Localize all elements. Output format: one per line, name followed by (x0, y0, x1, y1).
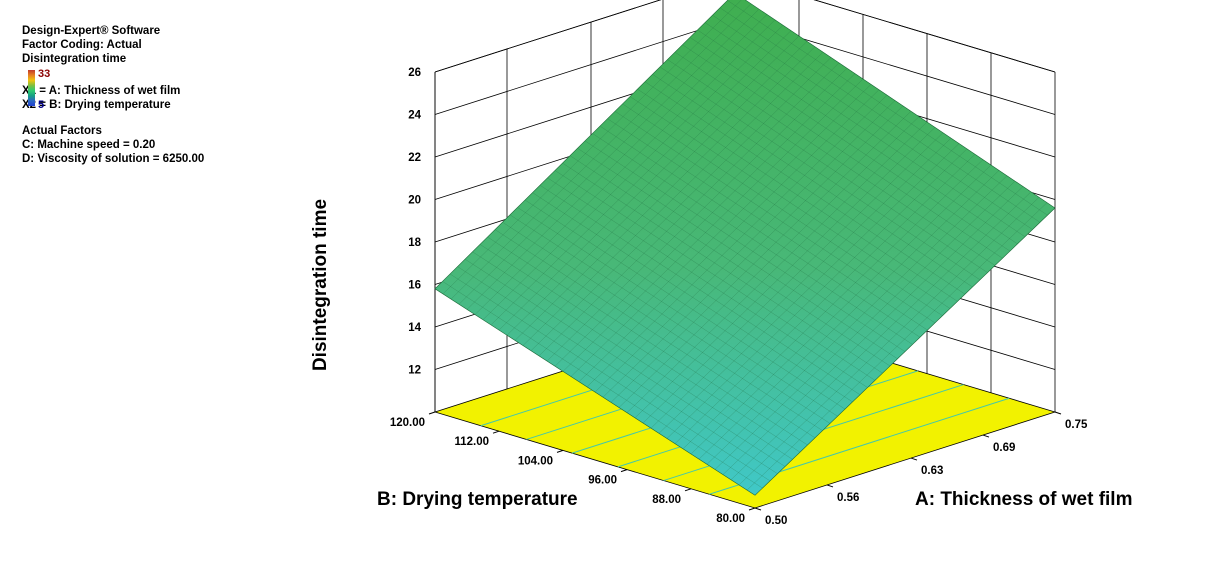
x-tick-mark (1054, 411, 1062, 415)
x-tick-label: 0.69 (993, 442, 1015, 454)
surface-mesh-line (712, 15, 1033, 230)
surface-mesh-line (434, 0, 729, 289)
surface-mesh-line (704, 22, 1026, 237)
z-tick-label: 24 (408, 110, 421, 122)
surface-mesh-line (599, 125, 921, 338)
surface-mesh-line (719, 7, 1041, 223)
surface-mesh-line (644, 81, 966, 295)
z-tick-label: 20 (408, 195, 421, 207)
surface-mesh-line (562, 78, 864, 372)
y-tick-mark (492, 430, 500, 434)
surface-mesh-line (578, 89, 880, 382)
surface-mesh-line (466, 14, 768, 310)
surface-mesh-line (697, 29, 1018, 245)
y-tick-mark (556, 449, 564, 453)
surface-mesh-line (530, 57, 832, 351)
surface-mesh-line (482, 25, 784, 320)
factor-d: D: Viscosity of solution = 6250.00 (22, 153, 205, 165)
response-name: Disintegration time (22, 53, 127, 65)
y-tick-label: 80.00 (716, 513, 745, 525)
z-tick-label: 22 (408, 152, 421, 164)
surface-mesh-line (592, 133, 913, 345)
surface-mesh-line (554, 73, 856, 367)
y-tick-label: 112.00 (454, 436, 489, 448)
y-tick-mark (684, 488, 692, 492)
y-tick-label: 120.00 (390, 417, 425, 429)
y-tick-label: 96.00 (588, 475, 617, 487)
z-gridline-top (434, 0, 1056, 73)
x-tick-label: 0.63 (921, 465, 943, 477)
surface-mesh-line (506, 41, 808, 336)
z-tick-label: 14 (408, 322, 421, 334)
surface-mesh-line (689, 37, 1011, 252)
z-tick-label: 16 (408, 280, 421, 292)
surface-mesh-line (450, 3, 752, 300)
z-axis-title: Disintegration time (310, 199, 331, 371)
surface-mesh-line (522, 51, 824, 346)
surface-mesh-line (652, 74, 973, 288)
colorbar-max-label: 33 (38, 68, 51, 80)
surface-mesh-line (667, 59, 988, 273)
x-tick-label: 0.56 (837, 492, 859, 504)
y-tick-label: 88.00 (652, 494, 681, 506)
surface-mesh-line (674, 52, 996, 266)
x1-definition: X1 = A: Thickness of wet film (22, 85, 181, 97)
surface-mesh-line (546, 68, 848, 362)
actual-factors-header: Actual Factors (22, 125, 102, 137)
z-tick-label: 18 (408, 237, 421, 249)
y-tick-label: 104.00 (518, 455, 553, 467)
z-tick-label: 12 (408, 365, 421, 377)
surface-mesh-line (745, 0, 1056, 209)
x-tick-label: 0.75 (1065, 419, 1088, 431)
surface-mesh-line (594, 100, 896, 393)
surface-mesh-line (607, 118, 928, 331)
surface-mesh-line (442, 0, 742, 295)
surface-mesh-line (622, 103, 943, 316)
z-tick-label: 26 (408, 67, 421, 79)
surface-mesh-line (570, 84, 872, 377)
surface-mesh-line (629, 96, 951, 309)
x-tick-label: 0.50 (765, 515, 787, 527)
surface-mesh-line (538, 62, 840, 356)
surface-mesh-line (727, 0, 1048, 216)
y-tick-mark (620, 469, 628, 473)
x-tick-mark (910, 457, 918, 461)
y-tick-mark (428, 411, 436, 415)
software-name: Design-Expert® Software (22, 25, 161, 37)
colorbar-min-label: 5 (38, 99, 45, 111)
x-tick-mark (826, 484, 834, 488)
surface-mesh-line (474, 19, 776, 315)
x-tick-mark (982, 434, 990, 438)
surface-mesh-line (586, 94, 888, 387)
surface-mesh-line (490, 30, 792, 326)
surface-mesh-line (514, 46, 816, 341)
factor-coding: Factor Coding: Actual (22, 39, 142, 51)
surface-mesh-line (614, 111, 936, 324)
y-tick-mark (748, 507, 756, 511)
colorbar (28, 70, 35, 106)
x2-definition: X2 = B: Drying temperature (22, 99, 171, 111)
surface-mesh-line (637, 88, 958, 302)
legend-panel: Design-Expert® Software Factor Coding: A… (22, 24, 204, 166)
x-axis-title: A: Thickness of wet film (915, 489, 1132, 510)
surface-mesh-line (682, 44, 1003, 259)
x-tick-mark (754, 507, 762, 511)
y-axis-title: B: Drying temperature (377, 489, 578, 510)
surface-mesh-line (498, 35, 800, 331)
surface-mesh-line (458, 9, 760, 305)
surface-mesh-line (659, 66, 981, 280)
factor-c: C: Machine speed = 0.20 (22, 139, 156, 151)
